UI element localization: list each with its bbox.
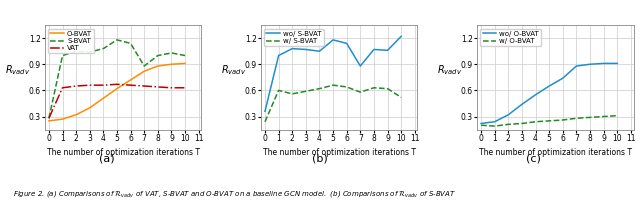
wo/ S-BVAT: [356, 65, 364, 67]
wo/ S-BVAT: [397, 35, 405, 38]
Y-axis label: $R_{vadv}$: $R_{vadv}$: [221, 64, 246, 77]
Legend: O-BVAT, S-BVAT, VAT: O-BVAT, S-BVAT, VAT: [48, 29, 94, 54]
w/ S-BVAT: [397, 96, 405, 99]
wo/ O-BVAT: [477, 122, 485, 125]
Y-axis label: $R_{vadv}$: $R_{vadv}$: [4, 64, 30, 77]
VAT: [99, 84, 107, 87]
O-BVAT: [154, 65, 162, 67]
wo/ O-BVAT: [613, 62, 621, 65]
Text: Figure 2. (a) Comparisons of $\mathcal{R}_{vadv}$ of VAT, S-BVAT and O-BVAT on a: Figure 2. (a) Comparisons of $\mathcal{R…: [13, 189, 456, 199]
w/ O-BVAT: [532, 120, 540, 123]
w/ O-BVAT: [600, 115, 607, 118]
w/ S-BVAT: [329, 84, 337, 87]
O-BVAT: [45, 120, 52, 122]
S-BVAT: [72, 50, 80, 52]
VAT: [59, 87, 67, 89]
w/ O-BVAT: [518, 122, 526, 125]
S-BVAT: [59, 54, 67, 57]
wo/ O-BVAT: [532, 93, 540, 96]
wo/ O-BVAT: [518, 103, 526, 106]
S-BVAT: [99, 47, 107, 50]
VAT: [168, 87, 175, 89]
O-BVAT: [181, 62, 189, 65]
Line: wo/ S-BVAT: wo/ S-BVAT: [265, 36, 401, 111]
Line: wo/ O-BVAT: wo/ O-BVAT: [481, 63, 617, 124]
w/ O-BVAT: [559, 119, 566, 121]
w/ S-BVAT: [261, 120, 269, 123]
wo/ O-BVAT: [600, 62, 607, 65]
X-axis label: The number of optimization iterations T: The number of optimization iterations T: [47, 148, 200, 157]
w/ O-BVAT: [586, 116, 594, 119]
w/ S-BVAT: [356, 91, 364, 93]
S-BVAT: [45, 117, 52, 120]
w/ O-BVAT: [573, 117, 580, 120]
w/ S-BVAT: [289, 93, 296, 95]
O-BVAT: [59, 118, 67, 120]
wo/ S-BVAT: [261, 110, 269, 112]
S-BVAT: [168, 52, 175, 54]
w/ S-BVAT: [384, 87, 392, 90]
O-BVAT: [140, 70, 148, 73]
wo/ S-BVAT: [289, 47, 296, 50]
wo/ S-BVAT: [384, 49, 392, 52]
Y-axis label: $R_{vadv}$: $R_{vadv}$: [437, 64, 462, 77]
O-BVAT: [99, 97, 107, 99]
Line: w/ S-BVAT: w/ S-BVAT: [265, 85, 401, 122]
Line: w/ O-BVAT: w/ O-BVAT: [481, 116, 617, 126]
O-BVAT: [168, 63, 175, 66]
X-axis label: The number of optimization iterations T: The number of optimization iterations T: [262, 148, 416, 157]
VAT: [181, 87, 189, 89]
wo/ O-BVAT: [586, 63, 594, 66]
wo/ S-BVAT: [275, 54, 282, 57]
w/ S-BVAT: [316, 87, 323, 90]
w/ O-BVAT: [491, 125, 499, 127]
wo/ S-BVAT: [343, 42, 351, 45]
w/ O-BVAT: [477, 124, 485, 126]
Line: O-BVAT: O-BVAT: [49, 63, 185, 121]
w/ O-BVAT: [613, 114, 621, 117]
wo/ S-BVAT: [329, 39, 337, 41]
VAT: [86, 84, 93, 87]
wo/ O-BVAT: [545, 85, 553, 87]
wo/ O-BVAT: [491, 120, 499, 123]
VAT: [113, 83, 121, 85]
w/ O-BVAT: [504, 123, 512, 126]
S-BVAT: [86, 51, 93, 53]
w/ S-BVAT: [343, 86, 351, 88]
Text: (b): (b): [312, 154, 328, 164]
S-BVAT: [181, 54, 189, 57]
Text: (a): (a): [99, 154, 115, 164]
wo/ O-BVAT: [573, 65, 580, 67]
wo/ S-BVAT: [302, 48, 310, 51]
wo/ S-BVAT: [370, 48, 378, 51]
VAT: [140, 85, 148, 87]
VAT: [154, 86, 162, 88]
w/ O-BVAT: [545, 120, 553, 122]
O-BVAT: [113, 87, 121, 90]
wo/ S-BVAT: [316, 50, 323, 52]
S-BVAT: [127, 42, 134, 45]
wo/ O-BVAT: [504, 113, 512, 116]
w/ S-BVAT: [370, 87, 378, 89]
VAT: [45, 117, 52, 120]
O-BVAT: [86, 107, 93, 109]
X-axis label: The number of optimization iterations T: The number of optimization iterations T: [479, 148, 632, 157]
VAT: [127, 84, 134, 87]
w/ S-BVAT: [302, 90, 310, 93]
Text: (c): (c): [526, 154, 541, 164]
Line: VAT: VAT: [49, 84, 185, 118]
VAT: [72, 85, 80, 87]
Line: S-BVAT: S-BVAT: [49, 40, 185, 118]
S-BVAT: [154, 54, 162, 57]
Legend: wo/ S-BVAT, w/ S-BVAT: wo/ S-BVAT, w/ S-BVAT: [264, 29, 324, 46]
S-BVAT: [113, 39, 121, 41]
Legend: wo/ O-BVAT, w/ O-BVAT: wo/ O-BVAT, w/ O-BVAT: [481, 29, 541, 46]
w/ S-BVAT: [275, 89, 282, 92]
wo/ O-BVAT: [559, 77, 566, 79]
O-BVAT: [127, 79, 134, 81]
S-BVAT: [140, 65, 148, 67]
O-BVAT: [72, 113, 80, 116]
